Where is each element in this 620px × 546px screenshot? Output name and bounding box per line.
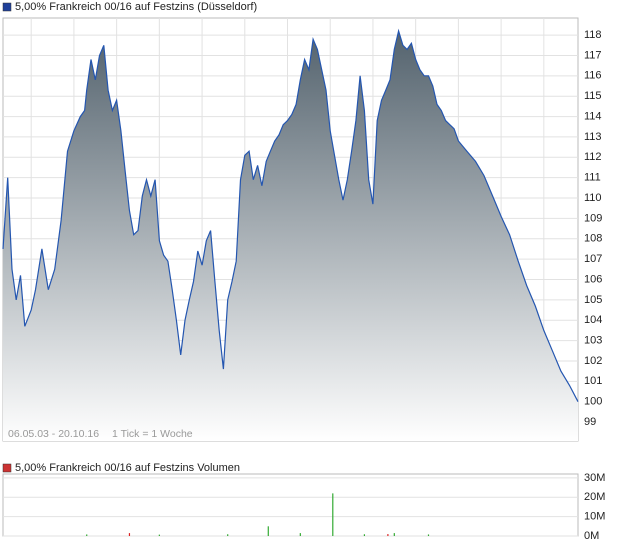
volume-bar bbox=[158, 534, 160, 536]
y-tick-label: 113 bbox=[584, 131, 602, 143]
price-line bbox=[2, 28, 579, 402]
volume-bar bbox=[299, 533, 301, 536]
y-tick-label: 108 bbox=[584, 233, 602, 245]
y-tick-label: 117 bbox=[584, 49, 602, 61]
y-tick-label: 106 bbox=[584, 273, 602, 285]
plot-frame bbox=[2, 473, 579, 537]
y-tick-label: 100 bbox=[584, 396, 602, 408]
volume-bar bbox=[86, 534, 88, 536]
volume-bar bbox=[227, 534, 229, 536]
volume-bar bbox=[427, 534, 430, 536]
y-tick-label: 116 bbox=[584, 70, 602, 82]
y-tick-label: 115 bbox=[584, 90, 602, 102]
y-tick-label: 110 bbox=[584, 192, 602, 204]
area-fill bbox=[3, 31, 578, 441]
volume-bar bbox=[128, 533, 131, 536]
y-tick-label: 104 bbox=[584, 314, 602, 326]
y-tick-label: 111 bbox=[584, 172, 601, 184]
y-tick-label: 30M bbox=[584, 472, 605, 484]
y-tick-label: 118 bbox=[584, 29, 602, 41]
y-tick-label: 112 bbox=[584, 151, 602, 163]
y-tick-label: 107 bbox=[584, 253, 602, 265]
y-tick-label: 10M bbox=[584, 511, 605, 523]
y-tick-label: 101 bbox=[584, 375, 602, 387]
y-tick-label: 105 bbox=[584, 294, 602, 306]
y-tick-label: 0M bbox=[584, 530, 599, 542]
volume-bar bbox=[363, 534, 366, 536]
y-tick-label: 114 bbox=[584, 110, 602, 122]
tick-note: 1 Tick = 1 Woche bbox=[112, 428, 193, 440]
y-tick-label: 20M bbox=[584, 491, 605, 503]
y-tick-label: 103 bbox=[584, 335, 602, 347]
volume-bar bbox=[387, 534, 389, 536]
volume-bar bbox=[393, 533, 395, 536]
legend-swatch bbox=[2, 2, 12, 12]
volume-bar bbox=[267, 526, 269, 536]
y-tick-label: 99 bbox=[584, 416, 596, 428]
range-label: 06.05.03 - 20.10.16 bbox=[8, 428, 99, 440]
legend-label: 5,00% Frankreich 00/16 auf Festzins (Düs… bbox=[15, 1, 257, 13]
volume-bar bbox=[332, 493, 334, 536]
legend-label: 5,00% Frankreich 00/16 auf Festzins Volu… bbox=[15, 462, 240, 474]
legend-swatch bbox=[2, 463, 12, 473]
y-tick-label: 109 bbox=[584, 212, 602, 224]
y-tick-label: 102 bbox=[584, 355, 602, 367]
